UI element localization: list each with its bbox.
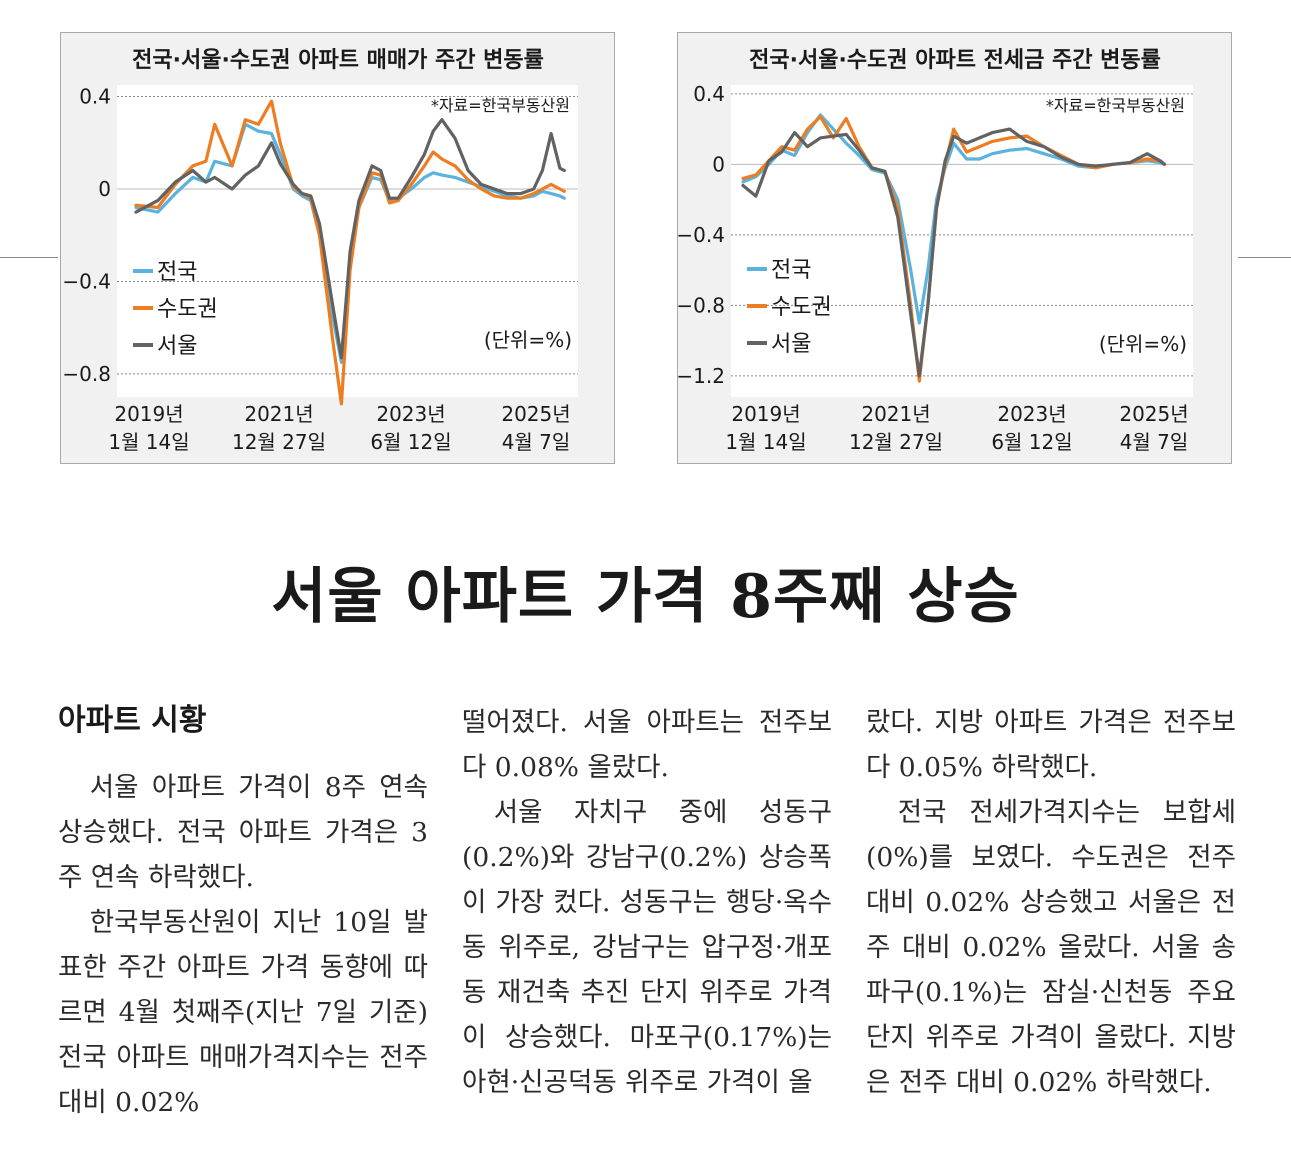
x-tick-date: 1월 14일 xyxy=(108,430,189,454)
divider-left xyxy=(0,257,58,258)
y-tick-label: −0.4 xyxy=(678,223,725,247)
y-tick-label: 0 xyxy=(98,177,111,201)
legend-label: 서울 xyxy=(157,334,197,359)
chart-sale-price-change: 전국·서울·수도권 아파트 매매가 주간 변동률 0.4 0 −0.4 −0.8 *자료=… xyxy=(62,48,578,454)
unit-label: (단위=%) xyxy=(1099,332,1187,356)
divider-right xyxy=(1238,257,1291,258)
source-note: *자료=한국부동산원 xyxy=(431,96,570,115)
article-paragraph: 서울 아파트 가격이 8주 연속 상승했다. 전국 아파트 가격은 3주 연속 … xyxy=(58,772,428,893)
chart-title: 전국·서울·수도권 아파트 전세금 주간 변동률 xyxy=(749,48,1161,73)
x-tick-date: 4월 7일 xyxy=(1120,430,1189,454)
legend-label: 수도권 xyxy=(771,295,832,320)
source-note: *자료=한국부동산원 xyxy=(1046,96,1185,115)
article-paragraph: 서울 자치구 중에 성동구(0.2%)와 강남구(0.2%) 상승폭이 가장 컸… xyxy=(462,797,832,1098)
chart-title: 전국·서울·수도권 아파트 매매가 주간 변동률 xyxy=(132,48,544,73)
plot-area xyxy=(117,85,578,397)
y-tick-label: 0.4 xyxy=(693,82,725,106)
legend-label: 전국 xyxy=(157,260,197,285)
x-tick-year: 2021년 xyxy=(244,402,313,426)
y-tick-label: −0.8 xyxy=(678,293,725,317)
article-column-1: 아파트 시황 서울 아파트 가격이 8주 연속 상승했다. 전국 아파트 가격은… xyxy=(58,698,428,1125)
x-tick-year: 2019년 xyxy=(731,402,800,426)
x-tick-year: 2023년 xyxy=(376,402,445,426)
chart-panel-jeonse: 전국·서울·수도권 아파트 전세금 주간 변동률 0.4 0 −0.4 −0.8 −1.2… xyxy=(677,32,1232,464)
series-line-서울 xyxy=(741,127,1166,378)
article-paragraph: 한국부동산원이 지난 10일 발표한 주간 아파트 가격 동향에 따르면 4월 … xyxy=(58,907,428,1118)
article-column-3: 랐다. 지방 아파트 가격은 전주보다 0.05% 하락했다. 전국 전세가격지… xyxy=(866,700,1236,1105)
y-tick-label: 0 xyxy=(712,152,725,176)
chart-panel-sale: 전국·서울·수도권 아파트 매매가 주간 변동률 0.4 0 −0.4 −0.8 *자료=… xyxy=(60,32,615,464)
article-paragraph: 전국 전세가격지수는 보합세(0%)를 보였다. 수도권은 전주 대비 0.02… xyxy=(866,797,1236,1098)
x-tick-date: 4월 7일 xyxy=(502,430,571,454)
x-tick-year: 2025년 xyxy=(1119,402,1188,426)
x-tick-date: 12월 27일 xyxy=(232,430,326,454)
legend-label: 서울 xyxy=(771,332,811,357)
unit-label: (단위=%) xyxy=(484,328,572,352)
series-line-서울 xyxy=(134,118,566,360)
article-column-2: 떨어졌다. 서울 아파트는 전주보다 0.08% 올랐다. 서울 자치구 중에 … xyxy=(462,700,832,1105)
y-tick-label: −0.4 xyxy=(62,269,111,293)
x-tick-date: 12월 27일 xyxy=(849,430,943,454)
legend-label: 수도권 xyxy=(157,297,218,322)
x-tick-date: 6월 12일 xyxy=(370,430,451,454)
y-tick-label: −1.2 xyxy=(678,364,725,388)
chart-jeonse-price-change: 전국·서울·수도권 아파트 전세금 주간 변동률 0.4 0 −0.4 −0.8 −1.2… xyxy=(678,48,1193,454)
y-tick-label: 0.4 xyxy=(79,85,111,109)
x-tick-year: 2021년 xyxy=(861,402,930,426)
x-tick-year: 2019년 xyxy=(114,402,183,426)
x-tick-date: 1월 14일 xyxy=(725,430,806,454)
legend-label: 전국 xyxy=(771,258,811,283)
y-tick-label: −0.8 xyxy=(62,362,111,386)
article-paragraph: 떨어졌다. 서울 아파트는 전주보다 0.08% 올랐다. xyxy=(462,707,832,783)
article-subhead: 아파트 시황 xyxy=(58,703,207,738)
series-line-수도권 xyxy=(134,99,566,406)
x-tick-year: 2025년 xyxy=(501,402,570,426)
x-tick-date: 6월 12일 xyxy=(991,430,1072,454)
article-paragraph: 랐다. 지방 아파트 가격은 전주보다 0.05% 하락했다. xyxy=(866,707,1236,783)
x-tick-year: 2023년 xyxy=(997,402,1066,426)
article-headline: 서울 아파트 가격 8주째 상승 xyxy=(271,562,1020,632)
plot-area xyxy=(731,85,1193,397)
